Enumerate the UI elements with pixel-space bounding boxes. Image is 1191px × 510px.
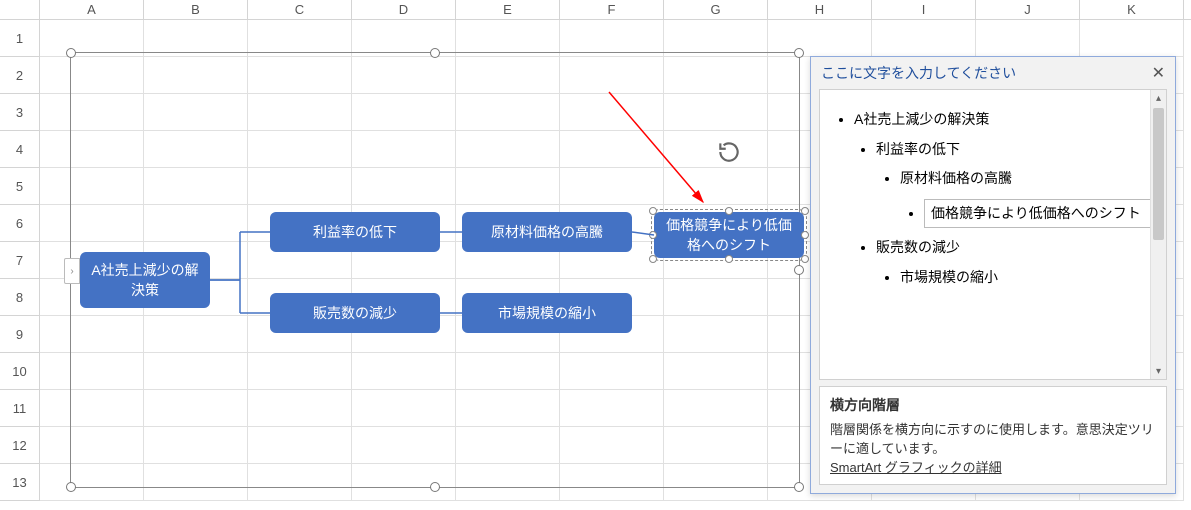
layout-description: 階層関係を横方向に示すのに使用します。意思決定ツリーに適しています。 xyxy=(830,419,1156,457)
diagram-node[interactable]: 市場規模の縮小 xyxy=(462,293,632,333)
row-header[interactable]: 1 xyxy=(0,20,40,57)
scroll-thumb[interactable] xyxy=(1153,108,1164,240)
column-header[interactable]: J xyxy=(976,0,1080,19)
row-header[interactable]: 7 xyxy=(0,242,40,279)
rotate-handle-icon[interactable] xyxy=(716,139,742,171)
row-header[interactable]: 4 xyxy=(0,131,40,168)
row-header[interactable]: 12 xyxy=(0,427,40,464)
column-header[interactable]: G xyxy=(664,0,768,19)
column-header[interactable]: K xyxy=(1080,0,1184,19)
cell[interactable] xyxy=(976,20,1080,57)
description-panel: 横方向階層 階層関係を横方向に示すのに使用します。意思決定ツリーに適しています。… xyxy=(819,386,1167,485)
smartart-details-link[interactable]: SmartArt グラフィックの詳細 xyxy=(830,460,1002,475)
node-resize-handle[interactable] xyxy=(649,207,657,215)
column-header[interactable]: F xyxy=(560,0,664,19)
scrollbar[interactable]: ▴ ▾ xyxy=(1150,90,1166,379)
resize-handle-br[interactable] xyxy=(794,482,804,492)
node-resize-handle[interactable] xyxy=(801,255,809,263)
row-header[interactable]: 11 xyxy=(0,390,40,427)
node-resize-handle[interactable] xyxy=(801,207,809,215)
outline-item[interactable]: 利益率の低下原材料価格の高騰価格競争により低価格へのシフト xyxy=(876,140,1154,229)
node-resize-handle[interactable] xyxy=(649,231,657,239)
node-resize-handle[interactable] xyxy=(649,255,657,263)
diagram-node[interactable]: 販売数の減少 xyxy=(270,293,440,333)
column-header[interactable]: H xyxy=(768,0,872,19)
diagram-node[interactable]: 価格競争により低価格へのシフト xyxy=(654,212,804,258)
resize-handle-tm[interactable] xyxy=(430,48,440,58)
outline-item[interactable]: 市場規模の縮小 xyxy=(900,268,1154,288)
scroll-up-icon[interactable]: ▴ xyxy=(1151,90,1166,106)
column-header[interactable]: D xyxy=(352,0,456,19)
row-header[interactable]: 10 xyxy=(0,353,40,390)
resize-handle-tl[interactable] xyxy=(66,48,76,58)
node-resize-handle[interactable] xyxy=(725,207,733,215)
row-header[interactable]: 8 xyxy=(0,279,40,316)
row-header[interactable]: 5 xyxy=(0,168,40,205)
smartart-text-pane[interactable]: ここに文字を入力してください ✕ A社売上減少の解決策利益率の低下原材料価格の高… xyxy=(810,56,1176,494)
outline-item[interactable]: 原材料価格の高騰価格競争により低価格へのシフト xyxy=(900,169,1154,228)
row-header[interactable]: 2 xyxy=(0,57,40,94)
outline-item[interactable]: A社売上減少の解決策利益率の低下原材料価格の高騰価格競争により低価格へのシフト販… xyxy=(854,110,1154,288)
diagram-node[interactable]: A社売上減少の解決策 xyxy=(80,252,210,308)
column-headers: ABCDEFGHIJK xyxy=(0,0,1191,20)
resize-handle-bm[interactable] xyxy=(430,482,440,492)
row-header[interactable]: 9 xyxy=(0,316,40,353)
cell[interactable] xyxy=(1080,20,1184,57)
column-header[interactable]: E xyxy=(456,0,560,19)
text-pane-toggle[interactable]: › xyxy=(64,258,80,284)
close-icon[interactable]: ✕ xyxy=(1152,63,1165,83)
cell[interactable] xyxy=(872,20,976,57)
select-all-corner[interactable] xyxy=(0,0,40,19)
layout-name: 横方向階層 xyxy=(830,395,1156,415)
node-resize-handle[interactable] xyxy=(801,231,809,239)
column-header[interactable]: A xyxy=(40,0,144,19)
diagram-node[interactable]: 利益率の低下 xyxy=(270,212,440,252)
resize-handle-tr[interactable] xyxy=(794,48,804,58)
column-header[interactable]: C xyxy=(248,0,352,19)
resize-handle-mr[interactable] xyxy=(794,265,804,275)
outline-list[interactable]: A社売上減少の解決策利益率の低下原材料価格の高騰価格競争により低価格へのシフト販… xyxy=(820,90,1166,379)
text-pane-title: ここに文字を入力してください xyxy=(821,63,1016,83)
resize-handle-bl[interactable] xyxy=(66,482,76,492)
column-header[interactable]: B xyxy=(144,0,248,19)
diagram-node[interactable]: 原材料価格の高騰 xyxy=(462,212,632,252)
text-pane-body: A社売上減少の解決策利益率の低下原材料価格の高騰価格競争により低価格へのシフト販… xyxy=(819,89,1167,380)
node-resize-handle[interactable] xyxy=(725,255,733,263)
row-header[interactable]: 3 xyxy=(0,94,40,131)
column-header[interactable]: I xyxy=(872,0,976,19)
outline-item[interactable]: 価格競争により低価格へのシフト xyxy=(924,199,1154,229)
row-header[interactable]: 6 xyxy=(0,205,40,242)
scroll-down-icon[interactable]: ▾ xyxy=(1151,363,1166,379)
outline-item[interactable]: 販売数の減少市場規模の縮小 xyxy=(876,238,1154,287)
row-header[interactable]: 13 xyxy=(0,464,40,501)
